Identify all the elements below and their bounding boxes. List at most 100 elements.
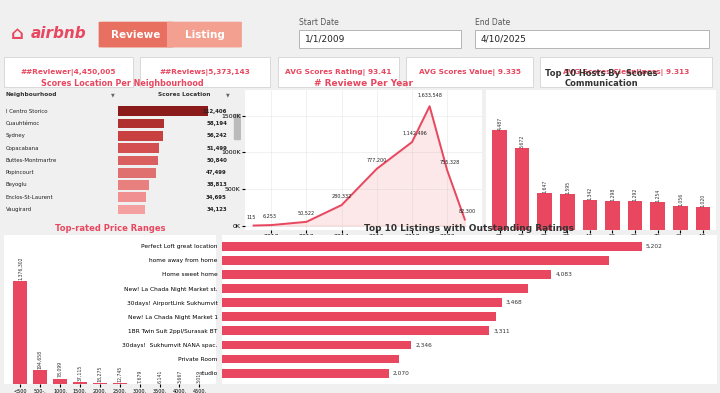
Bar (650, 202, 665, 230)
Text: Vaugirard: Vaugirard (6, 207, 32, 212)
Bar (117, 205, 145, 215)
Bar (117, 131, 163, 141)
FancyBboxPatch shape (99, 22, 174, 48)
Text: 115: 115 (246, 215, 256, 220)
Bar (117, 156, 158, 165)
Bar (222, 270, 552, 279)
Text: Buttes-Montmartre: Buttes-Montmartre (6, 158, 57, 163)
Text: Start Date: Start Date (299, 18, 338, 26)
Text: ▼: ▼ (225, 92, 230, 97)
Text: I Centro Storico: I Centro Storico (6, 109, 48, 114)
Title: Top 10 Hosts By  Scores
Communication: Top 10 Hosts By Scores Communication (545, 69, 657, 88)
Text: 2,070: 2,070 (393, 371, 410, 376)
Text: Reviewe: Reviewe (112, 29, 161, 40)
Text: 56,242: 56,242 (207, 133, 227, 138)
Bar (73, 382, 87, 384)
Text: ##Reviews|5,373,143: ##Reviews|5,373,143 (160, 69, 251, 75)
Text: 1,376,302: 1,376,302 (18, 257, 23, 280)
Text: 12,745: 12,745 (117, 366, 122, 382)
Bar (406, 57, 534, 87)
Text: 1,595: 1,595 (564, 181, 570, 194)
Text: 280,332: 280,332 (331, 194, 352, 199)
Text: Cuauhtémoc: Cuauhtémoc (6, 121, 40, 126)
Text: 1,647: 1,647 (542, 180, 547, 193)
Bar (117, 107, 208, 116)
Text: 3,019: 3,019 (197, 370, 202, 383)
Bar (13, 281, 27, 384)
Text: 1,633,548: 1,633,548 (417, 92, 442, 97)
Text: 777,200: 777,200 (366, 158, 387, 163)
Text: AVG Scores Cleanliness| 9.313: AVG Scores Cleanliness| 9.313 (563, 69, 689, 75)
Text: Scores Location: Scores Location (158, 92, 210, 97)
Bar (222, 369, 389, 378)
Bar (93, 383, 107, 384)
Text: Popincourt: Popincourt (6, 170, 35, 175)
Text: 755,328: 755,328 (440, 160, 460, 164)
Text: 1,020: 1,020 (701, 194, 706, 207)
Text: 194,658: 194,658 (37, 350, 42, 369)
Bar (222, 298, 502, 307)
Text: 7,679: 7,679 (137, 369, 142, 383)
Bar (492, 130, 507, 230)
Text: 1,056: 1,056 (678, 193, 683, 206)
Bar (515, 148, 529, 230)
Text: 47,499: 47,499 (206, 170, 227, 175)
Title: Top-rated Price Ranges: Top-rated Price Ranges (55, 224, 165, 233)
Text: 51,499: 51,499 (206, 146, 227, 151)
Text: 38,813: 38,813 (206, 182, 227, 187)
Text: 58,194: 58,194 (206, 121, 227, 126)
Text: 112,406: 112,406 (202, 109, 227, 114)
Title: Scores Location Per Neighbourhood: Scores Location Per Neighbourhood (41, 79, 204, 88)
Text: 50,522: 50,522 (298, 211, 315, 216)
Bar (222, 312, 496, 321)
Text: Copacabana: Copacabana (6, 146, 40, 151)
Bar (117, 119, 164, 129)
Text: Sydney: Sydney (6, 133, 26, 138)
Text: 82,300: 82,300 (459, 209, 476, 213)
Bar (560, 195, 575, 230)
Text: ▼: ▼ (111, 92, 114, 97)
Bar (673, 206, 688, 230)
Text: 5,202: 5,202 (646, 244, 662, 249)
Bar (540, 57, 712, 87)
Text: 4,083: 4,083 (555, 272, 572, 277)
Text: airbnb: airbnb (31, 26, 86, 41)
Bar (140, 57, 270, 87)
Text: AVG Scores Value| 9.335: AVG Scores Value| 9.335 (419, 69, 521, 75)
Text: 1,298: 1,298 (610, 187, 615, 201)
Bar (222, 256, 609, 264)
Bar (117, 143, 159, 153)
FancyBboxPatch shape (299, 30, 461, 48)
Text: 3,667: 3,667 (177, 370, 182, 383)
Bar (53, 378, 67, 384)
Text: 78,099: 78,099 (58, 361, 63, 378)
Text: Listing: Listing (184, 29, 225, 40)
Bar (605, 201, 620, 230)
Bar (278, 57, 399, 87)
Text: AVG Scores Rating| 93.41: AVG Scores Rating| 93.41 (285, 69, 392, 75)
Text: 1,142,496: 1,142,496 (402, 131, 427, 136)
Text: Neighbourhood: Neighbourhood (6, 92, 58, 97)
Text: Enclos-St-Laurent: Enclos-St-Laurent (6, 195, 53, 200)
Text: 3,311: 3,311 (493, 329, 510, 333)
Bar (696, 207, 710, 230)
FancyBboxPatch shape (475, 30, 709, 48)
Bar (33, 370, 47, 384)
Text: Beyoglu: Beyoglu (6, 182, 27, 187)
Bar (117, 168, 156, 178)
Text: 1/1/2009: 1/1/2009 (305, 35, 345, 43)
Bar (628, 201, 642, 230)
Text: 37,115: 37,115 (78, 364, 83, 380)
Bar (222, 242, 642, 251)
Text: 50,840: 50,840 (206, 158, 227, 163)
Text: 34,695: 34,695 (206, 195, 227, 200)
Text: End Date: End Date (475, 18, 510, 26)
Text: 2,346: 2,346 (415, 342, 432, 347)
Text: 3,468: 3,468 (506, 300, 523, 305)
Bar (117, 180, 149, 190)
Bar (222, 284, 528, 293)
Text: 4,487: 4,487 (497, 117, 502, 130)
Text: 6,141: 6,141 (157, 369, 162, 383)
Text: 1,342: 1,342 (588, 186, 593, 200)
Bar (582, 200, 598, 230)
